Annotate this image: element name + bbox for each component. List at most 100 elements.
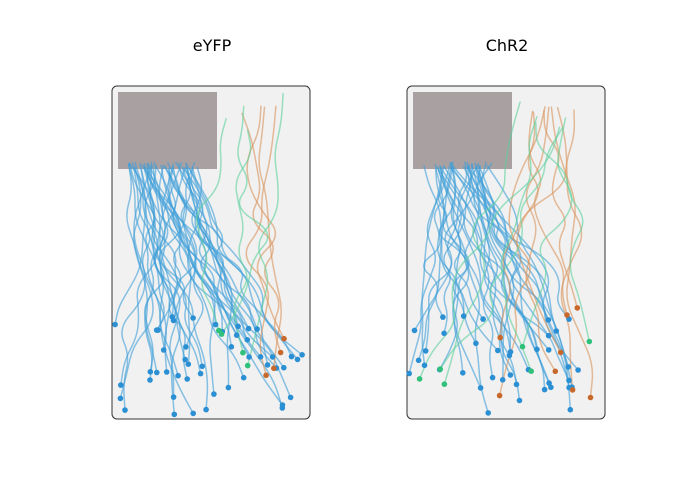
endpoint-green [441,381,448,388]
trajectory-blue [478,164,570,368]
endpoint-blue [147,377,153,383]
trajectory-blue [474,167,546,391]
endpoint-blue [541,386,548,393]
trajectory-blue [439,165,521,402]
endpoint-blue [184,376,190,382]
endpoint-blue [477,385,484,391]
trajectory-green [500,116,538,372]
endpoint-blue [163,369,170,375]
series-orange [498,106,594,399]
endpoint-orange [277,349,284,356]
endpoint-orange [263,372,269,379]
trajectory-blue [423,165,499,352]
endpoint-blue [299,352,305,358]
trajectory-blue [147,162,238,336]
trajectory-green [439,126,564,370]
endpoint-blue [441,330,447,337]
endpoint-blue [160,347,167,353]
endpoint-blue [211,391,217,397]
endpoint-blue [545,317,552,323]
endpoint-blue [548,384,554,391]
trajectory-blue [184,167,258,330]
endpoint-blue [287,394,294,401]
endpoint-blue [246,354,252,360]
endpoint-blue [294,356,301,363]
endpoint-blue [513,381,520,388]
endpoint-blue [546,380,552,386]
endpoint-blue [565,364,572,370]
start-zone [413,92,512,169]
endpoint-blue [199,363,205,370]
endpoint-green [218,331,225,337]
trajectory-orange [499,109,576,339]
trajectory-orange [516,111,562,354]
trajectory-green [418,126,561,380]
trajectory-blue [159,165,177,351]
trajectory-orange [245,105,277,377]
trajectory-blue [466,161,572,411]
panel-title: eYFP [192,36,232,55]
endpoint-blue [147,369,154,375]
trajectory-green [233,129,252,354]
trajectory-blue [149,161,194,319]
endpoint-blue [170,394,177,400]
endpoint-blue [406,370,412,377]
endpoint-orange [574,305,581,311]
endpoint-orange [496,392,503,399]
series-green [195,92,284,367]
endpoint-blue [269,354,276,360]
trajectory-blue [434,163,464,374]
endpoint-blue [225,384,232,391]
trajectory-blue [144,163,175,381]
endpoint-blue [545,347,552,353]
endpoint-blue [460,370,466,376]
arena-plot-eyfp [111,85,311,420]
endpoint-orange [564,312,570,318]
trajectory-blue [417,161,453,362]
endpoint-blue [460,313,467,319]
trajectory-blue [128,162,284,409]
endpoint-blue [190,410,196,417]
trajectory-blue [423,161,454,318]
trajectory-blue [168,167,204,348]
endpoint-blue [279,405,286,411]
endpoint-blue [228,344,235,350]
endpoint-blue [411,327,418,334]
trajectory-blue [131,162,203,368]
endpoint-blue [575,367,581,373]
endpoint-blue [485,410,491,416]
trajectory-orange [543,109,579,309]
trajectory-blue [119,163,154,400]
endpoint-blue [182,356,188,363]
endpoint-blue [440,314,446,320]
endpoint-blue [288,353,295,360]
endpoint-blue [415,357,422,364]
endpoint-blue [281,364,287,371]
trajectory-blue [140,166,202,375]
endpoint-blue [112,321,118,328]
endpoint-blue [175,372,181,379]
endpoint-blue [254,326,260,332]
panel-eyfp: eYFP [92,0,332,500]
endpoint-blue [553,328,560,334]
endpoint-blue [183,344,189,350]
trajectory-blue [463,166,538,351]
trajectory-blue [146,164,186,361]
endpoint-blue [421,362,428,369]
trajectory-blue [121,164,153,411]
endpoint-blue [473,340,479,347]
endpoint-blue [235,323,241,330]
endpoint-blue [422,348,429,354]
endpoint-orange [281,335,287,342]
trajectory-blue [191,166,239,328]
endpoint-blue [507,372,514,378]
endpoint-green [528,368,534,375]
endpoint-green [519,343,526,350]
endpoint-blue [117,395,124,402]
trajectory-green [220,105,269,335]
endpoint-blue [122,407,128,413]
trajectory-blue [450,165,489,414]
endpoint-blue [185,361,192,368]
endpoint-green [240,349,246,356]
endpoint-orange [569,387,576,393]
